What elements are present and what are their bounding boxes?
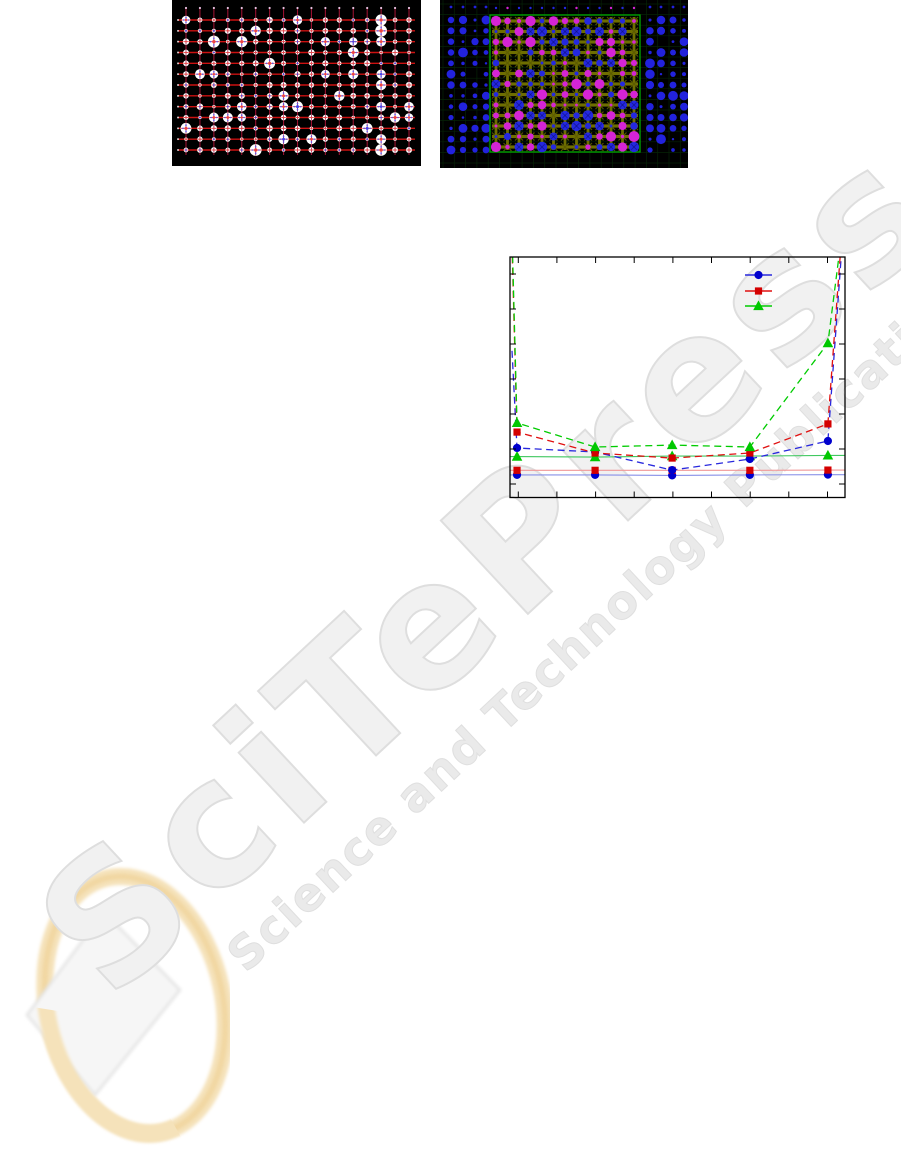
series-dashed-blue-circle <box>511 259 842 475</box>
series-dashed-green-triangle <box>511 257 840 452</box>
scitepress-logo <box>20 855 230 1153</box>
series-flat-blue-circle <box>510 470 845 480</box>
chart-axes <box>509 256 846 499</box>
line-chart-figure <box>509 255 847 506</box>
red-grid-network-image <box>172 0 421 166</box>
series-dashed-red-square <box>511 257 841 462</box>
chart-legend <box>745 270 772 311</box>
series-flat-red-square <box>510 466 845 474</box>
line-chart-plot <box>509 256 846 499</box>
inner-magenta-blue-dots <box>490 6 640 153</box>
dot-matrix-image <box>440 0 689 168</box>
figure-red-grid-network <box>172 0 421 170</box>
scitepress-logo-graphic <box>25 868 230 1142</box>
figure-blue-magenta-dot-matrix <box>440 0 689 172</box>
outer-blue-dots <box>446 5 689 155</box>
watermark-scitepress-text: SciTePress <box>0 103 901 1035</box>
series-flat-green-triangle <box>510 449 845 462</box>
network-nodes <box>180 14 414 156</box>
